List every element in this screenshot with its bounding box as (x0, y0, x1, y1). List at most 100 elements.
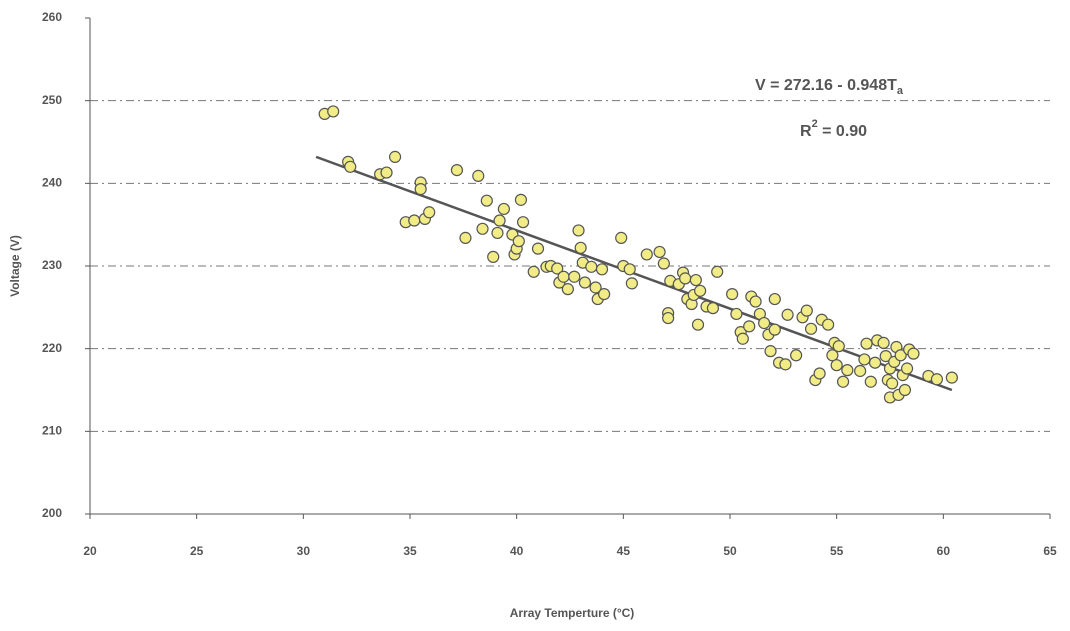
point (345, 161, 356, 172)
equation-sub: a (897, 85, 904, 97)
point (451, 165, 462, 176)
point (931, 374, 942, 385)
point (899, 385, 910, 396)
point (328, 106, 339, 117)
r-rest: = 0.90 (818, 123, 867, 140)
point (838, 376, 849, 387)
point (833, 341, 844, 352)
point (870, 357, 881, 368)
point (624, 264, 635, 275)
y-tick-label: 240 (42, 176, 62, 190)
point (842, 365, 853, 376)
point (473, 170, 484, 181)
point (831, 360, 842, 371)
point (558, 271, 569, 282)
point (586, 261, 597, 272)
point (390, 151, 401, 162)
chart: Voltage (V) Array Temperture (°C) V = 27… (0, 0, 1070, 626)
x-tick-label: 45 (617, 544, 631, 558)
point (562, 284, 573, 295)
x-tick-label: 35 (403, 544, 417, 558)
point (513, 236, 524, 247)
point (492, 227, 503, 238)
point (727, 289, 738, 300)
point (695, 285, 706, 296)
point (908, 348, 919, 359)
x-axis-title: Array Temperture (°C) (510, 606, 635, 620)
r-text: R (800, 123, 812, 140)
point (518, 217, 529, 228)
point (575, 242, 586, 253)
point (494, 215, 505, 226)
point (902, 363, 913, 374)
r-squared: R2 = 0.90 (800, 118, 867, 140)
x-tick-label: 55 (830, 544, 844, 558)
point (381, 167, 392, 178)
point (801, 305, 812, 316)
point (569, 271, 580, 282)
x-tick-label: 60 (937, 544, 951, 558)
point (599, 289, 610, 300)
point (759, 318, 770, 329)
point (597, 264, 608, 275)
point (409, 215, 420, 226)
point (424, 207, 435, 218)
point (887, 378, 898, 389)
point (744, 321, 755, 332)
point (488, 251, 499, 262)
point (654, 246, 665, 257)
point (865, 376, 876, 387)
point (823, 319, 834, 330)
point (737, 333, 748, 344)
point (579, 277, 590, 288)
x-tick-label: 65 (1043, 544, 1057, 558)
y-tick-label: 250 (42, 93, 62, 107)
point (765, 346, 776, 357)
point (528, 266, 539, 277)
equation: V = 272.16 - 0.948Ta (755, 77, 904, 97)
point (731, 308, 742, 319)
equation-text: V = 272.16 - 0.948T (755, 77, 897, 94)
point (626, 278, 637, 289)
point (791, 350, 802, 361)
point (693, 319, 704, 330)
point (477, 223, 488, 234)
point (861, 338, 872, 349)
point (855, 365, 866, 376)
point (658, 258, 669, 269)
point (481, 195, 492, 206)
x-tick-label: 25 (190, 544, 204, 558)
y-axis-title: Voltage (V) (8, 235, 22, 297)
y-tick-label: 230 (42, 258, 62, 272)
point (806, 323, 817, 334)
point (878, 337, 889, 348)
x-tick-label: 50 (723, 544, 737, 558)
point (780, 359, 791, 370)
point (616, 232, 627, 243)
point (680, 273, 691, 284)
x-tick-label: 30 (297, 544, 311, 558)
y-tick-label: 210 (42, 424, 62, 438)
point (750, 296, 761, 307)
x-tick-label: 40 (510, 544, 524, 558)
point (690, 275, 701, 286)
point (460, 232, 471, 243)
point (515, 194, 526, 205)
y-tick-label: 260 (42, 10, 62, 24)
point (573, 225, 584, 236)
point (707, 303, 718, 314)
point (769, 294, 780, 305)
x-tick-label: 20 (83, 544, 97, 558)
y-tick-label: 200 (42, 506, 62, 520)
y-tick-label: 220 (42, 341, 62, 355)
point (859, 354, 870, 365)
point (782, 309, 793, 320)
point (415, 184, 426, 195)
point (498, 203, 509, 214)
point (641, 249, 652, 260)
point (533, 243, 544, 254)
point (712, 266, 723, 277)
point (814, 368, 825, 379)
point (769, 324, 780, 335)
point (946, 372, 957, 383)
